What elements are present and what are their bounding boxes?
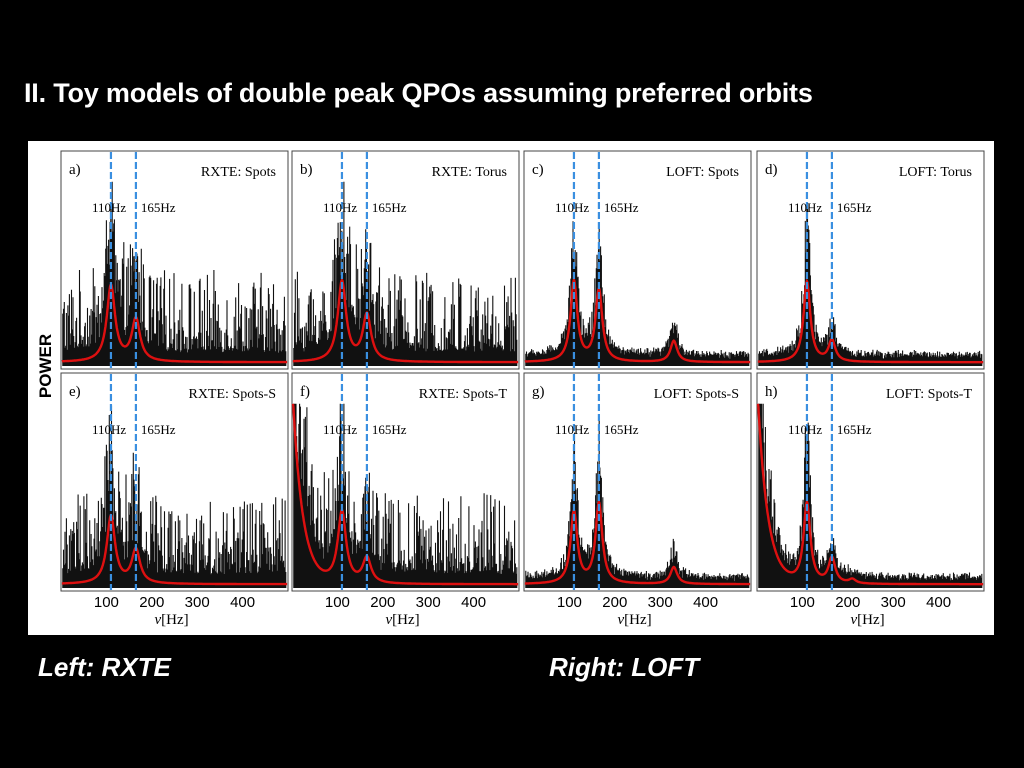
x-tick-label: 100 bbox=[557, 594, 582, 611]
panel-letter: a) bbox=[69, 162, 81, 178]
panel-frame bbox=[756, 150, 985, 370]
panel-letter: g) bbox=[532, 384, 545, 400]
model-fit-curve bbox=[524, 277, 751, 364]
power-spectra-figure: 110Hz 165Hz a) RXTE: Spots 110Hz 165Hz b) RXTE:… bbox=[36, 150, 985, 628]
panel-letter: d) bbox=[765, 162, 778, 178]
spectrum-panel: 110Hz 165Hz a) RXTE: Spots bbox=[60, 150, 289, 370]
frequency-marker-label: 165Hz bbox=[141, 422, 176, 437]
x-tick-label: 300 bbox=[416, 594, 441, 611]
frequency-marker-label: 110Hz bbox=[788, 200, 822, 215]
panel-letter: h) bbox=[765, 384, 778, 400]
x-tick-label: 400 bbox=[461, 594, 486, 611]
panel-title: LOFT: Spots-S bbox=[654, 387, 739, 402]
model-fit-curve bbox=[61, 513, 288, 586]
x-tick-label: 300 bbox=[881, 594, 906, 611]
x-tick-label: 300 bbox=[648, 594, 673, 611]
panel-frame bbox=[756, 372, 985, 592]
panel-letter: b) bbox=[300, 162, 313, 178]
x-axis-label: ν[Hz] bbox=[386, 612, 420, 628]
panel-title: LOFT: Spots-T bbox=[886, 387, 972, 402]
model-fit-curve bbox=[61, 282, 288, 364]
x-tick-label: 400 bbox=[926, 594, 951, 611]
x-tick-label: 100 bbox=[325, 594, 350, 611]
model-fit-curve bbox=[292, 278, 519, 364]
x-tick-label: 400 bbox=[693, 594, 718, 611]
x-tick-label: 200 bbox=[139, 594, 164, 611]
panel-title: RXTE: Torus bbox=[432, 165, 507, 180]
figure-panel: 110Hz 165Hz a) RXTE: Spots 110Hz 165Hz b) RXTE:… bbox=[28, 141, 994, 635]
frequency-marker-label: 165Hz bbox=[141, 200, 176, 215]
panel-title: RXTE: Spots bbox=[201, 165, 276, 180]
model-fit-curve bbox=[291, 403, 519, 586]
panel-title: LOFT: Torus bbox=[899, 165, 972, 180]
spectrum-panel: 110Hz 165Hz h) LOFT: Spots-T 100 200 300 400 ν[H… bbox=[756, 372, 985, 628]
frequency-marker-label: 110Hz bbox=[92, 422, 126, 437]
panel-title: RXTE: Spots-S bbox=[188, 387, 276, 402]
frequency-marker-label: 165Hz bbox=[837, 200, 872, 215]
frequency-marker-label: 165Hz bbox=[604, 422, 639, 437]
slide-title: II. Toy models of double peak QPOs assum… bbox=[24, 78, 813, 108]
model-fit-curve bbox=[757, 278, 984, 364]
x-tick-label: 400 bbox=[230, 594, 255, 611]
panel-letter: e) bbox=[69, 384, 81, 400]
spectrum-panel: 110Hz 165Hz d) LOFT: Torus bbox=[756, 150, 985, 370]
model-fit-curve bbox=[524, 498, 751, 586]
x-tick-label: 200 bbox=[835, 594, 860, 611]
spectrum-panel: 110Hz 165Hz b) RXTE: Torus bbox=[291, 150, 520, 370]
caption-right-loft: Right: LOFT bbox=[549, 652, 700, 682]
panel-title: LOFT: Spots bbox=[666, 165, 739, 180]
frequency-marker-label: 165Hz bbox=[372, 422, 407, 437]
x-tick-label: 300 bbox=[185, 594, 210, 611]
frequency-marker-label: 110Hz bbox=[788, 422, 822, 437]
chart-layer: 110Hz 165Hz a) RXTE: Spots 110Hz 165Hz b) RXTE:… bbox=[60, 150, 985, 628]
caption-left-rxte: Left: RXTE bbox=[38, 652, 171, 682]
x-tick-label: 100 bbox=[790, 594, 815, 611]
spectrum-panel: 110Hz 165Hz g) LOFT: Spots-S 100 200 300 400 ν[H… bbox=[523, 372, 752, 628]
frequency-marker-label: 110Hz bbox=[555, 200, 589, 215]
frequency-marker-label: 165Hz bbox=[372, 200, 407, 215]
frequency-marker-label: 110Hz bbox=[323, 200, 357, 215]
panel-letter: c) bbox=[532, 162, 544, 178]
power-spectrum-trace bbox=[62, 181, 287, 366]
frequency-marker-label: 110Hz bbox=[555, 422, 589, 437]
panel-frame bbox=[523, 150, 752, 370]
x-axis-label: ν[Hz] bbox=[618, 612, 652, 628]
x-axis-label: ν[Hz] bbox=[851, 612, 885, 628]
x-tick-label: 100 bbox=[94, 594, 119, 611]
panel-frame bbox=[523, 372, 752, 592]
frequency-marker-label: 165Hz bbox=[837, 422, 872, 437]
spectrum-panel: 110Hz 165Hz c) LOFT: Spots bbox=[523, 150, 752, 370]
frequency-marker-label: 165Hz bbox=[604, 200, 639, 215]
spectrum-panel: 110Hz 165Hz f) RXTE: Spots-T 100 200 300 400 ν[H… bbox=[291, 372, 520, 628]
frequency-marker-label: 110Hz bbox=[92, 200, 126, 215]
frequency-marker-label: 110Hz bbox=[323, 422, 357, 437]
spectrum-panel: 110Hz 165Hz e) RXTE: Spots-S 100 200 300 400 ν[H… bbox=[60, 372, 289, 628]
model-fit-curve bbox=[756, 403, 984, 586]
x-tick-label: 200 bbox=[602, 594, 627, 611]
figure-ylabel: POWER bbox=[36, 334, 55, 398]
panel-title: RXTE: Spots-T bbox=[419, 387, 508, 402]
x-tick-label: 200 bbox=[370, 594, 395, 611]
panel-letter: f) bbox=[300, 384, 310, 400]
x-axis-label: ν[Hz] bbox=[155, 612, 189, 628]
